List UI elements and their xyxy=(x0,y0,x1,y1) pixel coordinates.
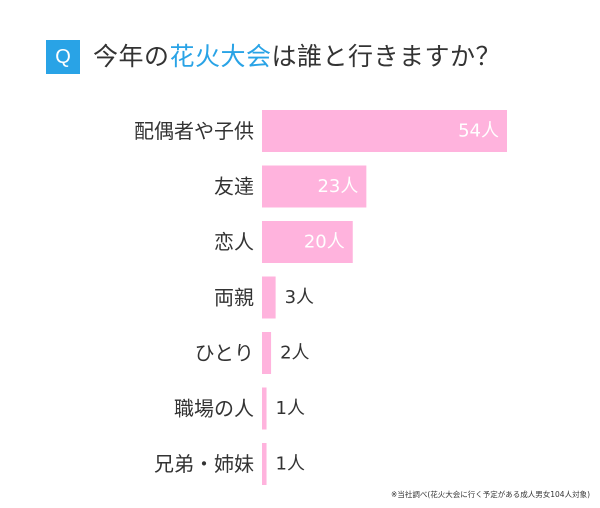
value-label-5: 2人 xyxy=(280,343,309,364)
page-title: 今年の花火大会は誰と行きますか？ xyxy=(93,38,501,76)
bar-4 xyxy=(262,276,276,319)
bar-3 xyxy=(262,221,353,263)
category-label-6: 職場の人 xyxy=(174,397,254,421)
bar-5 xyxy=(262,332,272,374)
bar-7 xyxy=(262,443,267,485)
category-label-5: ひとり xyxy=(195,341,254,365)
title-part-after: は誰と行きますか？ xyxy=(271,42,502,71)
bar-2 xyxy=(262,165,367,208)
value-label-6: 1人 xyxy=(276,398,305,419)
title-part-before: 今年の xyxy=(93,42,170,71)
category-label-2: 友達 xyxy=(214,175,254,199)
value-label-3: 20人 xyxy=(304,232,345,253)
question-badge: Q xyxy=(46,40,80,74)
value-label-2: 23人 xyxy=(317,176,358,197)
value-label-4: 3人 xyxy=(285,287,314,308)
category-label-1: 配偶者や子供 xyxy=(134,119,254,143)
title-highlight: 花火大会 xyxy=(169,42,272,71)
footnote: ※当社調べ(花火大会に行く予定がある成人男女104人対象) xyxy=(391,490,590,499)
bar-1 xyxy=(262,110,507,152)
bar-6 xyxy=(262,387,267,430)
category-label-3: 恋人 xyxy=(214,230,254,254)
category-label-7: 兄弟・姉妹 xyxy=(154,452,254,476)
value-label-1: 54人 xyxy=(458,121,499,142)
category-label-4: 両親 xyxy=(214,286,254,310)
value-label-7: 1人 xyxy=(276,454,305,475)
